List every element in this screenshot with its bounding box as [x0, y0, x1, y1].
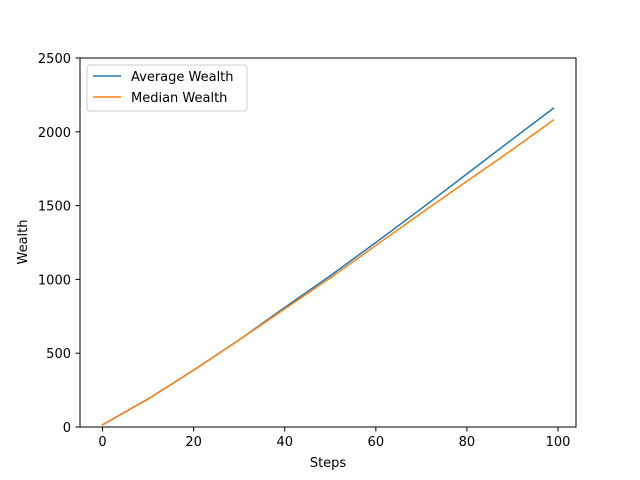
y-tick-label: 2000	[38, 126, 71, 141]
x-axis-label: Steps	[310, 456, 347, 471]
legend: Average Wealth Median Wealth	[86, 64, 248, 112]
x-tick-label: 40	[276, 435, 293, 450]
y-tick-label: 500	[46, 347, 71, 362]
y-axis-label: Wealth	[16, 219, 31, 264]
x-tick-label: 60	[368, 435, 385, 450]
y-axis-ticks: 0 500 1000 1500 2000 2500	[38, 52, 80, 436]
legend-label-average-wealth: Average Wealth	[131, 70, 234, 85]
x-axis-ticks: 0 20 40 60 80 100	[98, 427, 570, 450]
plot-frame	[79, 57, 577, 428]
y-tick-label: 1500	[38, 200, 71, 215]
y-tick-label: 2500	[38, 52, 71, 67]
x-tick-label: 100	[546, 435, 571, 450]
legend-label-median-wealth: Median Wealth	[131, 91, 227, 106]
y-tick-label: 1000	[38, 273, 71, 288]
legend-box	[86, 64, 248, 112]
y-tick-label: 0	[63, 421, 71, 436]
x-tick-label: 20	[185, 435, 202, 450]
x-tick-label: 0	[98, 435, 106, 450]
plot-lines	[101, 107, 555, 426]
series-line-median-wealth	[101, 118, 555, 426]
x-tick-label: 80	[459, 435, 476, 450]
